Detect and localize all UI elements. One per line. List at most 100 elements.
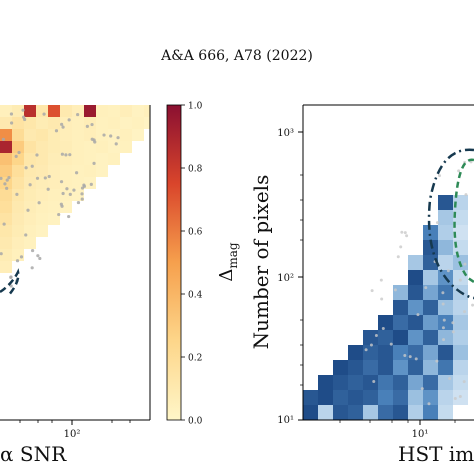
right-heatmap-cell (408, 255, 423, 270)
right-scatter-point (364, 348, 368, 352)
right-heatmap-cell (438, 345, 453, 360)
left-heatmap-cell (48, 105, 60, 117)
right-heatmap-cell (348, 360, 363, 375)
left-scatter-point (38, 256, 42, 261)
right-scatter-point (441, 326, 445, 330)
right-heatmap-cell (423, 360, 438, 375)
left-heatmap-cell (84, 165, 96, 177)
left-scatter-point (60, 122, 64, 126)
right-heatmap-cell (363, 375, 378, 390)
left-heatmap-cell (132, 105, 144, 117)
left-heatmap-cell (72, 189, 84, 201)
left-heatmap-cell (0, 189, 12, 201)
left-heatmap-cell (24, 177, 36, 189)
right-scatter-point (446, 269, 450, 273)
left-heatmap-cell (48, 153, 60, 165)
left-heatmap-cell (12, 237, 24, 249)
right-heatmap-cell (378, 330, 393, 345)
left-scatter-point (24, 166, 28, 170)
right-heatmap-cell (438, 330, 453, 345)
left-scatter-point (64, 153, 68, 157)
right-scatter-point (462, 380, 466, 384)
left-scatter-point (61, 125, 65, 129)
right-scatter-point (399, 245, 403, 249)
left-heatmap-cell (36, 141, 48, 153)
left-scatter-point (114, 142, 118, 146)
left-heatmap-cell (84, 117, 96, 129)
left-scatter-point (89, 182, 93, 186)
right-heatmap-cell (378, 360, 393, 375)
colorbar-label-sub: mag (226, 242, 240, 269)
right-scatter-point (414, 357, 418, 361)
left-heatmap-cell (48, 165, 60, 177)
right-heatmap-cell (453, 195, 468, 210)
left-heatmap-cell (96, 105, 108, 117)
left-heatmap-cell (0, 213, 12, 225)
right-heatmap-cell (453, 330, 468, 345)
left-scatter-point (80, 197, 84, 201)
left-scatter-point (59, 202, 63, 206)
right-heatmap-cell (333, 375, 348, 390)
right-scatter-point (379, 278, 383, 282)
left-scatter-point (80, 192, 84, 196)
left-scatter-point (76, 112, 80, 117)
right-heatmap-cell (438, 210, 453, 225)
right-heatmap-cell (453, 375, 468, 390)
right-heatmap-cell (423, 345, 438, 360)
left-scatter-point (0, 252, 3, 256)
left-heatmap-cell (0, 153, 12, 165)
left-scatter-point (36, 254, 40, 258)
left-scatter-point (76, 200, 81, 205)
right-heatmap-cell (333, 360, 348, 375)
left-scatter-point (15, 192, 19, 197)
right-y-minor-ticks (300, 174, 303, 386)
left-heatmap-cell (72, 177, 84, 189)
left-scatter-point (102, 133, 106, 137)
left-heatmap-cell (0, 249, 12, 261)
right-heatmap-cell (438, 405, 453, 420)
colorbar-tick-label: 0.4 (188, 291, 203, 301)
left-heatmap-cells (0, 105, 150, 273)
right-heatmap-cell (333, 390, 348, 405)
left-x-tick-label: 10² (64, 429, 81, 440)
right-heatmap-panel: 10³ 10² 10¹ 10¹ Number of pixels HST ima (249, 104, 474, 466)
left-heatmap-cell (84, 177, 96, 189)
right-y-tick-label-1000: 10³ (277, 128, 294, 139)
right-scatter-point (453, 397, 457, 401)
left-heatmap-cell (144, 105, 150, 117)
left-heatmap-cell (60, 201, 72, 213)
left-scatter-point (35, 176, 40, 180)
left-heatmap-cell (0, 141, 12, 153)
left-scatter-point (22, 115, 26, 119)
left-heatmap-cell (36, 165, 48, 177)
right-x-tick-label: 10¹ (412, 429, 429, 440)
left-scatter-point (30, 164, 34, 168)
left-heatmap-cell (96, 153, 108, 165)
colorbar-tick-label: 0.8 (188, 165, 203, 175)
left-heatmap-cell (120, 129, 132, 141)
right-heatmap-cell (438, 240, 453, 255)
left-scatter-point (24, 233, 28, 237)
left-scatter-point (1, 137, 6, 141)
left-heatmap-cell (12, 213, 24, 225)
right-scatter-point (381, 327, 385, 331)
right-heatmap-cell (438, 225, 453, 240)
colorbar-label: Δmag (216, 242, 240, 282)
left-heatmap-cell (60, 177, 72, 189)
left-heatmap-cell (60, 129, 72, 141)
right-heatmap-cell (333, 405, 348, 420)
right-contour-green (453, 158, 474, 284)
left-heatmap-cell (0, 117, 12, 129)
right-heatmap-cell (393, 285, 408, 300)
right-heatmap-cell (378, 390, 393, 405)
left-heatmap-cell (60, 105, 72, 117)
left-scatter-point (23, 117, 27, 122)
right-scatter-point (458, 395, 462, 399)
left-scatter-point (14, 154, 18, 158)
left-heatmap-cell (84, 105, 96, 117)
right-heatmap-cell (438, 360, 453, 375)
right-heatmap-cell (453, 210, 468, 225)
right-scatter-point (441, 302, 445, 306)
right-contour-dark (427, 148, 474, 300)
left-minor-ticks (19, 420, 131, 423)
